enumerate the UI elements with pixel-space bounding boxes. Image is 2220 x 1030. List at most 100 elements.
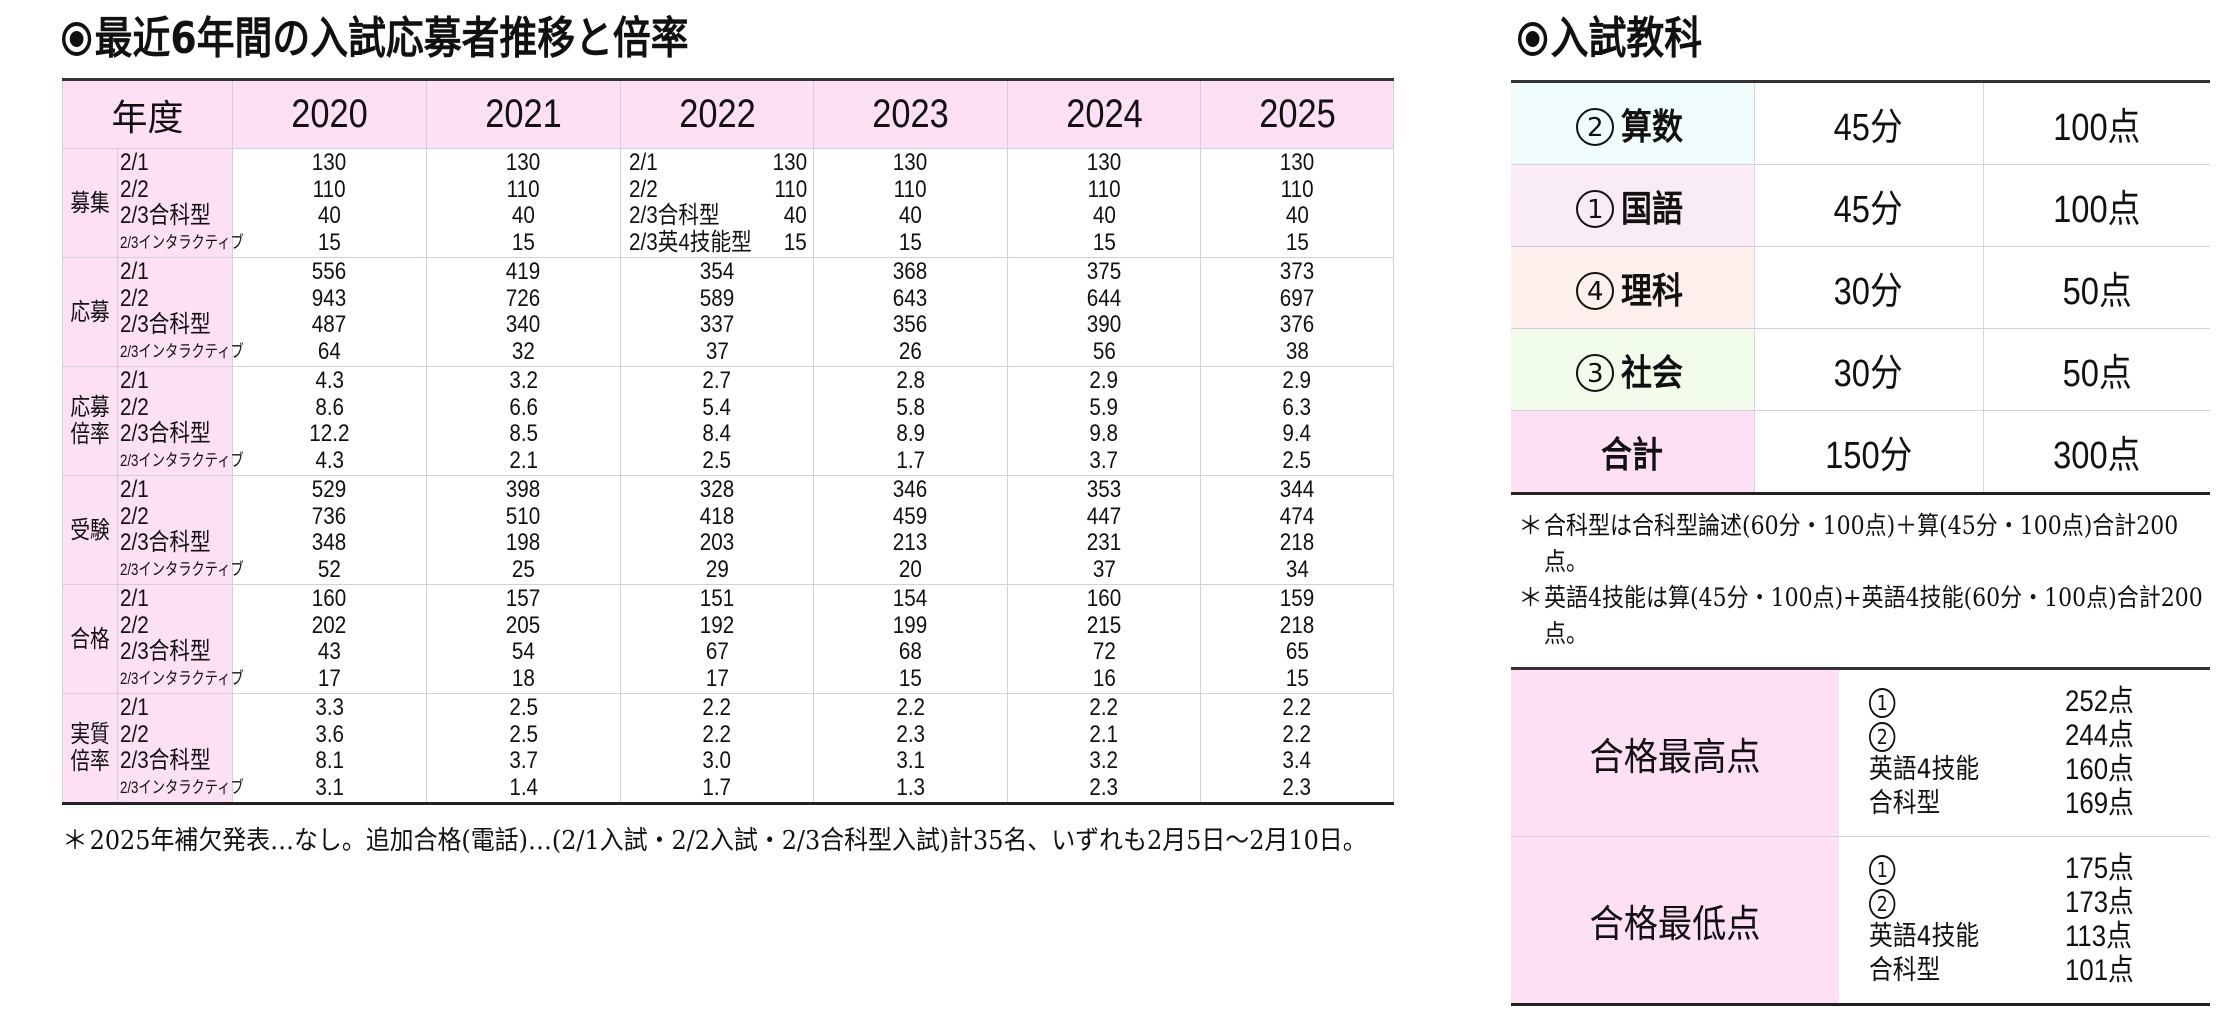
cell-value: 215: [1086, 611, 1122, 639]
cell-value: 37: [1092, 555, 1116, 583]
table-cell-2023: 2.8 5.8 8.9 1.7: [813, 366, 1009, 476]
cell-value: 40: [899, 202, 922, 229]
sub-label: 2/2: [120, 393, 149, 421]
admissions-footnote: ＊ 2025年補欠発表…なし。追加合格(電話)…(2/1入試・2/2入試・2/3…: [62, 821, 1402, 861]
cell-value: 2.8: [896, 367, 925, 394]
section-title-subjects: 入試教科: [1518, 2, 1702, 66]
table-cell-2021: 3.2 6.6 8.5 2.1: [426, 366, 622, 476]
subject-name: 1 国語: [1511, 164, 1755, 247]
cell-value: 151: [699, 585, 735, 612]
subject-time: 45分: [1754, 81, 1984, 165]
cell-value: 3.6: [315, 720, 344, 748]
cell-value: 72: [1092, 638, 1116, 665]
table-cell-2021: 419 726 340 32: [426, 257, 622, 367]
cell-value: 110: [1087, 175, 1121, 203]
cell-value: 29: [705, 555, 729, 583]
table-cell-2025: 344 474 218 34: [1200, 475, 1395, 585]
cell-value: 9.8: [1089, 420, 1119, 447]
table-row-group: 合格 2/1 2/2 2/3合科型 2/3インタラクティブ 160 202 43 17 157 20…: [62, 584, 1395, 694]
year-header-2021: 2021: [426, 79, 622, 149]
cell-value: 40: [512, 202, 535, 229]
subject-name: 4 理科: [1511, 246, 1755, 329]
cell-value: 154: [893, 585, 928, 612]
cell-value: 418: [699, 502, 735, 530]
table-cell-2024: 2.2 2.1 3.2 2.3: [1007, 693, 1202, 804]
cell-value: 529: [312, 476, 347, 503]
cell-value: 2/3合科型 40: [629, 202, 808, 229]
row-sub-labels: 2/1 2/2 2/3合科型 2/3インタラクティブ: [116, 257, 244, 367]
cell-value: 697: [1279, 284, 1315, 312]
cell-value: 2.3: [1089, 773, 1119, 801]
table-cell-2020: 160 202 43 17: [232, 584, 428, 694]
cell-value: 3.1: [315, 773, 344, 801]
sub-label: 2/1: [120, 367, 149, 394]
cell-value: 54: [512, 638, 535, 665]
section-title-text: 最近6年間の入試応募者推移と倍率: [94, 13, 689, 64]
table-row-group: 募集 2/1 2/2 2/3合科型 2/3インタラクティブ 130 110 40 15 130 11…: [62, 148, 1395, 258]
table-cell-2025: 130 110 40 15: [1200, 148, 1395, 258]
table-cell-2025: 373 697 376 38: [1200, 257, 1395, 367]
cell-value: 157: [506, 585, 541, 612]
cell-value: 2.1: [509, 446, 538, 474]
row-sub-labels: 2/1 2/2 2/3合科型 2/3インタラクティブ: [116, 584, 244, 694]
circled-number-icon: 4: [1576, 271, 1615, 310]
circled-number-icon: 2: [1576, 107, 1615, 146]
row-sub-labels: 2/1 2/2 2/3合科型 2/3インタラクティブ: [116, 693, 244, 804]
cell-value: 110: [313, 175, 346, 203]
cell-value: 3.0: [702, 747, 732, 774]
cell-value: 4.3: [315, 367, 344, 394]
subjects-notes: ＊ 合科型は合科型論述(60分・100点)＋算(45分・100点)合計200点。…: [1518, 508, 2218, 652]
cell-value: 37: [705, 337, 729, 365]
bullet-icon: [62, 22, 92, 56]
row-sub-labels: 2/1 2/2 2/3合科型 2/3インタラクティブ: [116, 366, 244, 476]
sub-label: 2/3合科型: [120, 311, 211, 338]
cell-value: 2.9: [1282, 367, 1312, 394]
cell-value: 376: [1279, 311, 1315, 338]
cell-value: 2.2: [1282, 720, 1312, 748]
sub-label: 2/3合科型: [120, 202, 211, 229]
cell-value: 348: [312, 529, 347, 556]
table-row-group: 受験 2/1 2/2 2/3合科型 2/3インタラクティブ 529 736 348 52 398 5…: [62, 475, 1395, 585]
year-header-2020: 2020: [232, 79, 428, 149]
table-cell-2023: 2.2 2.3 3.1 1.3: [813, 693, 1009, 804]
subject-name: 3 社会: [1511, 328, 1755, 411]
cell-value: 3.7: [1089, 446, 1119, 474]
year-header-2025: 2025: [1200, 79, 1395, 149]
circled-number-icon: 2: [1869, 722, 1896, 752]
cell-value: 589: [699, 284, 735, 312]
row-category-label: 受験: [62, 475, 118, 585]
table-cell-2023: 368 643 356 26: [813, 257, 1009, 367]
sub-label: 2/2: [120, 502, 149, 530]
cell-value: 213: [893, 529, 928, 556]
cell-value: 5.4: [702, 393, 732, 421]
cell-value: 202: [312, 611, 347, 639]
note-text: 英語4技能は算(45分・100点)+英語4技能(60分・100点)合計200点。: [1544, 583, 2203, 648]
sub-label: 2/3インタラクティブ: [120, 450, 244, 470]
sub-label: 2/3合科型: [120, 420, 211, 447]
table-cell-2025: 2.9 6.3 9.4 2.5: [1200, 366, 1395, 476]
sub-label: 2/3インタラクティブ: [120, 341, 244, 361]
cell-value: 1.7: [896, 446, 925, 474]
cell-value: 5.9: [1089, 393, 1119, 421]
cell-value: 218: [1279, 611, 1315, 639]
subject-row: 合計 150分 300点: [1511, 410, 2210, 494]
score-item: 英語4技能 113点: [1869, 920, 2132, 953]
cell-value: 8.1: [315, 747, 344, 774]
cell-value: 2/1 130: [629, 149, 808, 176]
table-cell-2022: 354 589 337 37: [620, 257, 815, 367]
score-label: 合格最低点: [1511, 836, 1839, 1005]
cell-value: 160: [1086, 585, 1122, 612]
cell-value: 346: [893, 476, 928, 503]
row-sub-labels: 2/1 2/2 2/3合科型 2/3インタラクティブ: [116, 148, 244, 258]
cell-value: 231: [1086, 529, 1122, 556]
sub-label: 2/1: [120, 585, 149, 612]
cell-value: 474: [1279, 502, 1315, 530]
table-cell-2020: 4.3 8.6 12.2 4.3: [232, 366, 428, 476]
cell-value: 17: [318, 664, 341, 692]
cell-value: 3.2: [509, 367, 538, 394]
note-mark: ＊: [1518, 511, 1544, 540]
cell-value: 17: [705, 664, 729, 692]
cell-value: 2.3: [1282, 773, 1312, 801]
table-row-group: 応募 倍率 2/1 2/2 2/3合科型 2/3インタラクティブ 4.3 8.6 12.2 4.3…: [62, 366, 1395, 476]
score-item: 英語4技能 160点: [1869, 753, 2134, 786]
